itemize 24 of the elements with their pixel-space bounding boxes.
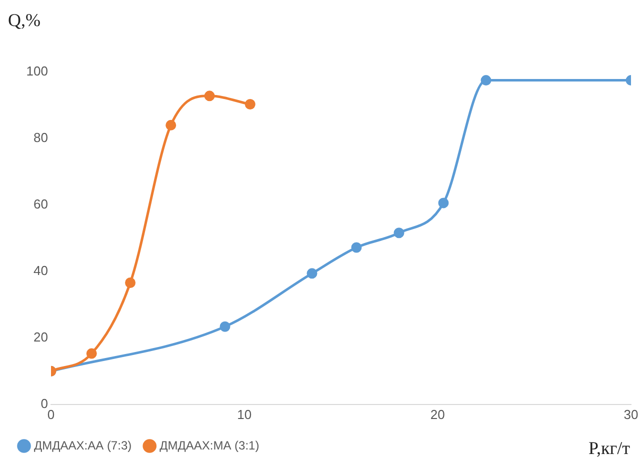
point <box>204 90 215 102</box>
point <box>220 321 230 332</box>
y-tick-label: 100 <box>26 64 48 79</box>
y-tick-label: 80 <box>34 130 48 146</box>
x-tick-label: 10 <box>237 406 252 422</box>
y-tick-label: 20 <box>34 330 48 344</box>
point <box>306 268 318 279</box>
y-tick-label: 0 <box>40 396 48 411</box>
point <box>438 198 449 208</box>
x-axis-title: P,кг/т <box>588 438 630 459</box>
point <box>125 277 136 288</box>
x-tick-label: 20 <box>430 406 445 422</box>
y-tick-label: 40 <box>34 263 48 278</box>
point <box>86 348 97 359</box>
y-tick-label: 60 <box>34 196 48 212</box>
point <box>394 228 404 238</box>
point <box>480 75 492 86</box>
x-tick-label: 30 <box>624 406 638 422</box>
point <box>166 120 176 130</box>
y-axis-title: Q,% <box>8 10 40 31</box>
point <box>244 98 256 110</box>
legend-label: ДМДААХ:АА (7:3) <box>34 438 132 452</box>
legend-label: ДМДААХ:МА (3:1) <box>160 438 260 452</box>
point <box>351 242 362 253</box>
